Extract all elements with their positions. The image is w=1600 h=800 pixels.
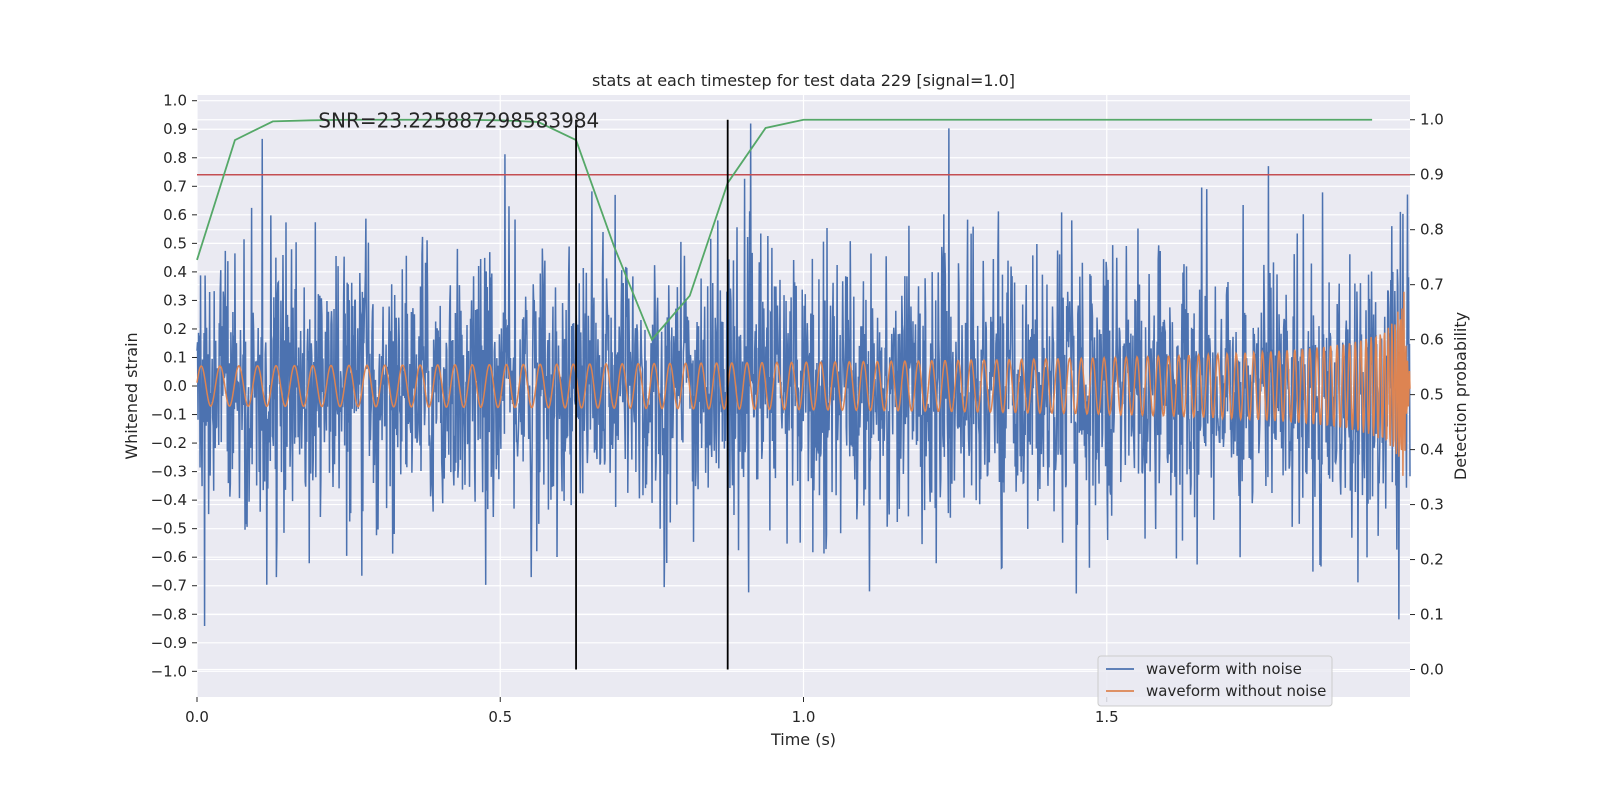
line-waveform-without-noise [196,291,1411,476]
line-detection-probability [196,118,1373,342]
x-tick-label: 0.0 [185,708,209,726]
y-left-tick-label: 1.0 [163,92,187,110]
y-left-tick-label: 0.2 [163,320,187,338]
y-left-tick-label: 0.3 [163,291,187,309]
y-left-tick-label: 0.9 [163,120,187,138]
y-left-tick-label: 0.8 [163,149,187,167]
y-right-tick-label: 1.0 [1420,111,1444,129]
snr-annotation: SNR=23.225887298583984 [318,109,599,133]
y-left-tick-label: −0.5 [151,520,187,538]
y-left-tick-label: −0.8 [151,605,187,623]
series-waveform-with-noise [196,123,1411,627]
y-left-tick-label: −0.9 [151,634,187,652]
y-left-tick-label: −0.3 [151,463,187,481]
y-left-tick-label: −0.4 [151,491,187,509]
y-left-tick-label: −0.2 [151,434,187,452]
y-right-tick-label: 0.3 [1420,496,1444,514]
chart-title: stats at each timestep for test data 229… [592,71,1015,90]
line-waveform-with-noise [196,123,1411,627]
y-right-tick-label: 0.7 [1420,276,1444,294]
y-left-tick-label: 0.0 [163,377,187,395]
y-left-tick-label: 0.6 [163,206,187,224]
x-axis-label: Time (s) [770,730,836,749]
y-right-tick-label: 0.4 [1420,441,1444,459]
y-right-tick-label: 0.1 [1420,606,1444,624]
y-right-tick-label: 0.6 [1420,331,1444,349]
y-left-tick-label: 0.4 [163,263,187,281]
y-axis-label-right: Detection probability [1451,312,1470,480]
x-tick-label: 1.0 [792,708,816,726]
y-right-tick-label: 0.2 [1420,551,1444,569]
y-left-tick-label: −0.6 [151,548,187,566]
legend-label-clean: waveform without noise [1146,682,1326,700]
legend: waveform with noise waveform without noi… [1097,655,1333,707]
y-right-tick-label: 0.5 [1420,386,1444,404]
tick-labels: 0.0 0.5 1.0 1.5 1.0 0.9 0.8 0.7 0.6 0.5 0.4 0.3 0.2 0… [151,92,1444,726]
x-tick-label: 0.5 [488,708,512,726]
y-right-tick-label: 0.9 [1420,166,1444,184]
series-waveform-without-noise [196,291,1411,476]
legend-box [1097,655,1333,707]
legend-label-noisy: waveform with noise [1146,660,1302,678]
y-left-tick-label: −0.7 [151,577,187,595]
y-left-tick-label: −1.0 [151,662,187,680]
x-tick-label: 1.5 [1095,708,1119,726]
y-left-tick-label: 0.7 [163,177,187,195]
y-left-tick-label: 0.5 [163,234,187,252]
y-axis-label-left: Whitened strain [122,332,141,459]
vertical-markers [575,119,729,670]
y-left-tick-label: −0.1 [151,406,187,424]
y-left-tick-label: 0.1 [163,348,187,366]
y-right-tick-label: 0.0 [1420,661,1444,679]
y-right-tick-label: 0.8 [1420,221,1444,239]
